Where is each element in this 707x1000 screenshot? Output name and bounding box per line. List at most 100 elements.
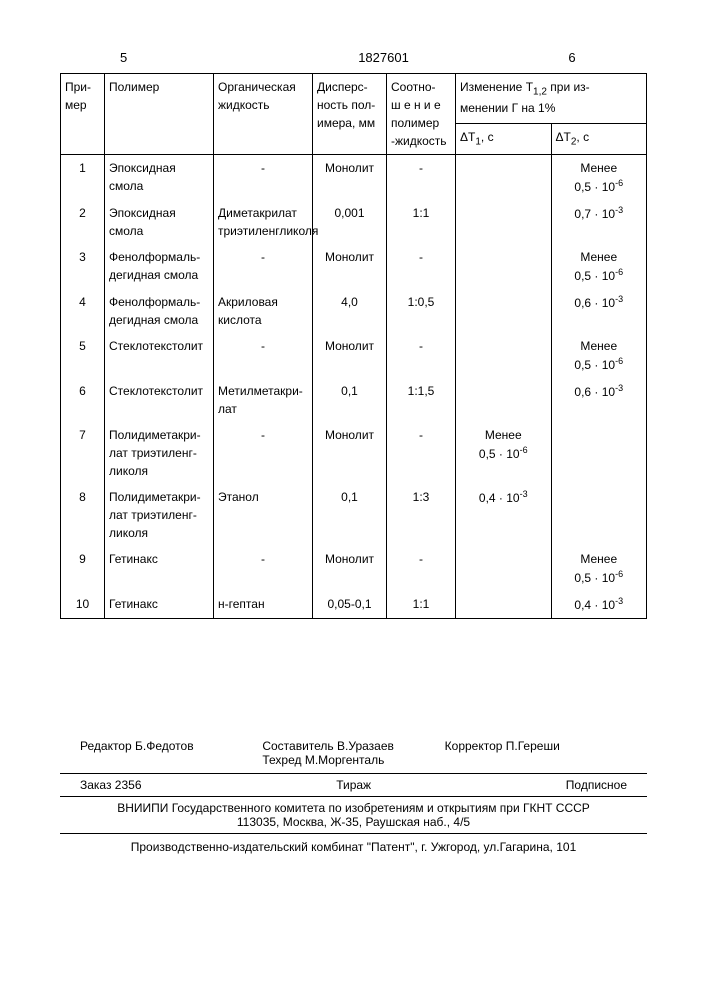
printer: Производственно-издательский комбинат "П… bbox=[60, 834, 647, 854]
cell-dt1 bbox=[456, 546, 552, 591]
cell-dt1 bbox=[456, 333, 552, 378]
page-numbers: 5 1827601 6 bbox=[60, 50, 647, 65]
cell-n: 3 bbox=[61, 244, 105, 289]
cell-polymer: Фенолформаль-дегидная смола bbox=[105, 244, 214, 289]
cell-polymer: Стеклотекстолит bbox=[105, 333, 214, 378]
cell-dt2: Менее0,5 · 10-6 bbox=[551, 244, 647, 289]
cell-dt2 bbox=[551, 484, 647, 546]
col-dt-span: Изменение T1,2 при из-менении Г на 1% bbox=[456, 74, 647, 124]
cell-dt2: 0,7 · 10-3 bbox=[551, 200, 647, 244]
cell-liquid: - bbox=[214, 244, 313, 289]
table-row: 6СтеклотекстолитМетилметакри-лат0,11:1,5… bbox=[61, 378, 647, 422]
table-row: 10Гетинаксн-гептан0,05-0,11:1 0,4 · 10-3 bbox=[61, 591, 647, 619]
cell-disp: Монолит bbox=[313, 333, 387, 378]
cell-dt2: Менее0,5 · 10-6 bbox=[551, 546, 647, 591]
cell-n: 2 bbox=[61, 200, 105, 244]
page-right: 6 bbox=[497, 50, 647, 65]
cell-dt1 bbox=[456, 591, 552, 619]
table-row: 1Эпоксидная смола-Монолит-Менее0,5 · 10-… bbox=[61, 155, 647, 201]
cell-polymer: Эпоксидная смола bbox=[105, 200, 214, 244]
table-row: 3Фенолформаль-дегидная смола-Монолит-Мен… bbox=[61, 244, 647, 289]
cell-dt2: 0,4 · 10-3 bbox=[551, 591, 647, 619]
cell-dt1: Менее0,5 · 10-6 bbox=[456, 422, 552, 484]
cell-disp: Монолит bbox=[313, 244, 387, 289]
cell-ratio: - bbox=[387, 333, 456, 378]
cell-liquid: - bbox=[214, 333, 313, 378]
cell-n: 5 bbox=[61, 333, 105, 378]
page-left: 5 bbox=[60, 50, 270, 65]
cell-ratio: 1:1,5 bbox=[387, 378, 456, 422]
cell-ratio: - bbox=[387, 155, 456, 201]
table-row: 4Фенолформаль-дегидная смолаАкриловая ки… bbox=[61, 289, 647, 333]
cell-disp: 0,05-0,1 bbox=[313, 591, 387, 619]
cell-dt1 bbox=[456, 244, 552, 289]
corrector: Корректор П.Гереши bbox=[445, 739, 627, 767]
cell-disp: Монолит bbox=[313, 422, 387, 484]
table-row: 7Полидиметакри-лат триэтиленг-ликоля-Мон… bbox=[61, 422, 647, 484]
table-row: 5Стеклотекстолит-Монолит-Менее0,5 · 10-6 bbox=[61, 333, 647, 378]
cell-disp: Монолит bbox=[313, 155, 387, 201]
cell-disp: 0,1 bbox=[313, 484, 387, 546]
cell-dt2: 0,6 · 10-3 bbox=[551, 378, 647, 422]
cell-ratio: - bbox=[387, 422, 456, 484]
cell-liquid: Этанол bbox=[214, 484, 313, 546]
cell-liquid: - bbox=[214, 546, 313, 591]
cell-disp: 0,1 bbox=[313, 378, 387, 422]
cell-n: 1 bbox=[61, 155, 105, 201]
cell-polymer: Полидиметакри-лат триэтиленг-ликоля bbox=[105, 484, 214, 546]
editor: Редактор Б.Федотов bbox=[80, 739, 262, 767]
cell-ratio: - bbox=[387, 546, 456, 591]
cell-dt2: Менее0,5 · 10-6 bbox=[551, 155, 647, 201]
col-polymer: Полимер bbox=[105, 74, 214, 155]
cell-polymer: Гетинакс bbox=[105, 546, 214, 591]
cell-polymer: Стеклотекстолит bbox=[105, 378, 214, 422]
cell-liquid: Диметакрилат триэтиленгликоля bbox=[214, 200, 313, 244]
col-liquid: Органическая жидкость bbox=[214, 74, 313, 155]
col-dt1: ΔT1, с bbox=[456, 123, 552, 154]
cell-polymer: Эпоксидная смола bbox=[105, 155, 214, 201]
cell-ratio: 1:1 bbox=[387, 200, 456, 244]
col-dt2: ΔT2, с bbox=[551, 123, 647, 154]
col-ratio: Соотно-ш е н и е полимер -жидкость bbox=[387, 74, 456, 155]
cell-liquid: - bbox=[214, 422, 313, 484]
cell-polymer: Гетинакс bbox=[105, 591, 214, 619]
table-header-row: При-мер Полимер Органическая жидкость Ди… bbox=[61, 74, 647, 124]
cell-disp: Монолит bbox=[313, 546, 387, 591]
table-row: 9Гетинакс-Монолит-Менее0,5 · 10-6 bbox=[61, 546, 647, 591]
cell-disp: 0,001 bbox=[313, 200, 387, 244]
cell-liquid: Акриловая кислота bbox=[214, 289, 313, 333]
col-dispersion: Дисперс-ность пол-имера, мм bbox=[313, 74, 387, 155]
cell-liquid: Метилметакри-лат bbox=[214, 378, 313, 422]
compiler-tech: Составитель В.Уразаев Техред М.Моргентал… bbox=[262, 739, 444, 767]
footer: Редактор Б.Федотов Составитель В.Уразаев… bbox=[60, 739, 647, 854]
cell-n: 10 bbox=[61, 591, 105, 619]
cell-dt2 bbox=[551, 422, 647, 484]
cell-n: 6 bbox=[61, 378, 105, 422]
cell-ratio: 1:0,5 bbox=[387, 289, 456, 333]
cell-n: 8 bbox=[61, 484, 105, 546]
cell-ratio: 1:3 bbox=[387, 484, 456, 546]
cell-dt1 bbox=[456, 378, 552, 422]
cell-liquid: - bbox=[214, 155, 313, 201]
cell-ratio: 1:1 bbox=[387, 591, 456, 619]
cell-dt1: 0,4 · 10-3 bbox=[456, 484, 552, 546]
col-example: При-мер bbox=[61, 74, 105, 155]
order-line: Заказ 2356 Тираж Подписное bbox=[60, 773, 647, 797]
cell-liquid: н-гептан bbox=[214, 591, 313, 619]
cell-n: 9 bbox=[61, 546, 105, 591]
table-row: 8Полидиметакри-лат триэтиленг-ликоляЭтан… bbox=[61, 484, 647, 546]
cell-n: 4 bbox=[61, 289, 105, 333]
cell-polymer: Фенолформаль-дегидная смола bbox=[105, 289, 214, 333]
table-row: 2Эпоксидная смолаДиметакрилат триэтиленг… bbox=[61, 200, 647, 244]
org-block: ВНИИПИ Государственного комитета по изоб… bbox=[60, 797, 647, 834]
data-table: При-мер Полимер Органическая жидкость Ди… bbox=[60, 73, 647, 619]
cell-dt1 bbox=[456, 200, 552, 244]
cell-dt1 bbox=[456, 289, 552, 333]
cell-disp: 4,0 bbox=[313, 289, 387, 333]
cell-polymer: Полидиметакри-лат триэтиленг-ликоля bbox=[105, 422, 214, 484]
cell-dt1 bbox=[456, 155, 552, 201]
cell-dt2: 0,6 · 10-3 bbox=[551, 289, 647, 333]
cell-dt2: Менее0,5 · 10-6 bbox=[551, 333, 647, 378]
doc-number: 1827601 bbox=[270, 50, 497, 65]
cell-n: 7 bbox=[61, 422, 105, 484]
